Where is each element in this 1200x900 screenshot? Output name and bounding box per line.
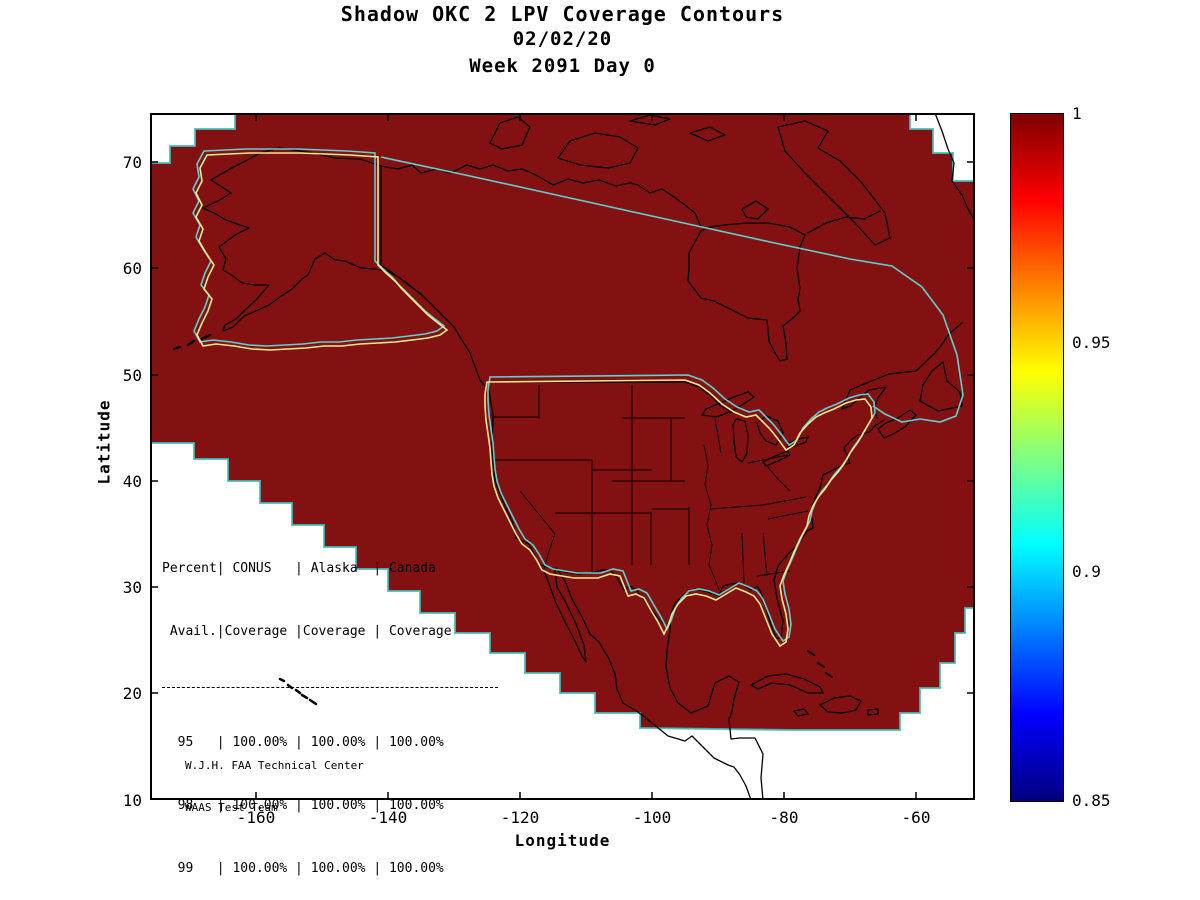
atlantic-gulf-coastline	[665, 419, 885, 801]
x-tick-label-100: -100	[632, 808, 672, 827]
x-tick-label-140: -140	[368, 808, 408, 827]
figure-week: Week 2091 Day 0	[469, 55, 656, 77]
y-tick-label-40: 40	[122, 472, 142, 491]
banks-island	[489, 116, 531, 150]
lake-huron	[756, 415, 784, 446]
coverage-table-header-2: Avail.|Coverage |Coverage | Coverage	[162, 624, 452, 639]
figure-date: 02/02/20	[512, 28, 613, 50]
us-canada-border	[487, 381, 734, 414]
x-tick-label-80: -80	[769, 808, 799, 827]
figure-title: Shadow OKC 2 LPV Coverage Contours	[340, 2, 785, 26]
alaska-canada-border	[380, 165, 421, 295]
victoria-island	[557, 132, 639, 169]
coverage-region	[149, 112, 976, 731]
x-ticks	[255, 113, 917, 800]
coverage-table-row-99: 99 | 100.00% | 100.00% | 100.00%	[162, 861, 444, 876]
hudson-bay-coastline	[687, 222, 806, 362]
bahamas	[807, 650, 833, 678]
credit-line-2: WAAS Test Team	[185, 801, 278, 814]
state-borders-east	[741, 454, 809, 584]
hudson-strait-coastline	[807, 210, 881, 234]
y-axis-label: Latitude	[94, 399, 114, 485]
state-borders-central	[652, 418, 764, 591]
lake-superior	[701, 391, 755, 418]
axis-box-and-ticks	[150, 113, 975, 800]
x-axis-label: Longitude	[514, 831, 611, 850]
alaska-coastline	[202, 147, 455, 332]
baffin-island	[777, 120, 891, 246]
x-tick-label-120: -120	[500, 808, 540, 827]
credit-line-1: W.J.H. FAA Technical Center	[185, 759, 364, 772]
coverage-table-row-95: 95 | 100.00% | 100.00% | 100.00%	[162, 735, 444, 750]
arctic-isle-a	[629, 114, 671, 126]
x-tick-label-160: -160	[236, 808, 276, 827]
colorbar-label-0-95: 0.95	[1072, 333, 1111, 352]
us-mexico-border	[539, 564, 669, 630]
newfoundland-coastline	[919, 361, 963, 412]
plot-area	[149, 112, 976, 801]
y-tick-label-30: 30	[122, 578, 142, 597]
colorbar-label-1: 1	[1072, 104, 1082, 123]
y-tick-label-50: 50	[122, 366, 142, 385]
southampton-island	[741, 200, 769, 220]
y-tick-label-60: 60	[122, 259, 142, 278]
y-ticks	[150, 161, 975, 694]
hawaii-islands	[278, 677, 318, 706]
y-tick-label-70: 70	[122, 153, 142, 172]
state-borders-west	[493, 385, 685, 573]
lake-michigan	[732, 418, 749, 463]
colorbar	[1010, 113, 1064, 802]
x-tick-label-60: -60	[901, 808, 931, 827]
colorbar-label-0-9: 0.9	[1072, 562, 1101, 581]
coverage-table-row-98: 98 | 100.00% | 100.00% | 100.00%	[162, 798, 444, 813]
pacific-coastline	[453, 326, 752, 801]
border-and-state-lines	[487, 381, 809, 630]
aleutian-islands	[172, 333, 212, 351]
coastline-paths	[172, 112, 976, 801]
credit-annotation: W.J.H. FAA Technical Center WAAS Test Te…	[185, 731, 364, 843]
jamaica	[793, 708, 809, 717]
coverage-table-separator	[162, 687, 498, 688]
hispaniola	[819, 695, 862, 714]
nova-scotia-coastline	[877, 409, 917, 439]
coverage-map	[149, 112, 976, 801]
cyan-contours	[192, 148, 964, 642]
colorbar-label-0-85: 0.85	[1072, 791, 1111, 810]
stlawrence-labrador-coastline	[841, 322, 963, 419]
y-tick-label-20: 20	[122, 684, 142, 703]
cuba	[750, 673, 824, 694]
coverage-table: Percent| CONUS | Alaska | Canada Avail.|…	[162, 516, 508, 900]
canada-contour-cyan	[380, 156, 964, 423]
greenland-coastline	[934, 112, 976, 222]
coverage-table-header-1: Percent| CONUS | Alaska | Canada	[162, 561, 436, 576]
puerto-rico	[867, 708, 879, 716]
lake-erie	[762, 450, 791, 467]
arctic-isle-b	[689, 126, 726, 142]
y-tick-label-10: 10	[122, 791, 142, 810]
axis-box	[150, 113, 975, 800]
